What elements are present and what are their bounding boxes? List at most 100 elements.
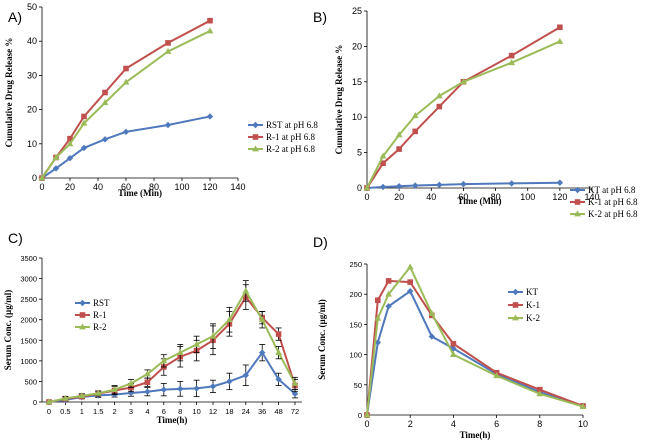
legend-label: KT — [526, 287, 538, 297]
data-point — [226, 378, 233, 385]
chart-panel-a: A) 0 10 20 30 40 50 0 20 40 60 80 100 120 140 Time (Min… — [4, 2, 318, 198]
data-point — [412, 128, 419, 135]
data-point — [374, 314, 382, 321]
x-tick-label: 0 — [39, 182, 44, 192]
data-point — [435, 92, 443, 99]
series-line-r-2-at-ph-6-8 — [41, 30, 211, 179]
x-tick-label: 0 — [364, 419, 369, 429]
x-axis-label: Time(h) — [157, 415, 188, 425]
data-point — [380, 160, 386, 167]
panel-label: A) — [8, 9, 22, 25]
data-point — [385, 290, 392, 297]
data-point — [122, 128, 130, 136]
y-tick-label: 2000 — [20, 316, 37, 325]
y-tick-label: 5 — [357, 148, 362, 158]
y-tick-label: 0 — [357, 183, 362, 193]
data-point — [102, 89, 108, 96]
data-point — [45, 398, 53, 405]
data-point — [556, 37, 564, 44]
data-point — [460, 180, 467, 188]
x-tick-label: 120 — [202, 182, 217, 192]
y-axis-label: Serum Conc. (µg/ml) — [317, 299, 327, 379]
x-tick-label: 0 — [364, 192, 369, 202]
data-point — [207, 17, 213, 24]
data-point — [275, 349, 282, 356]
data-point — [379, 152, 387, 159]
y-tick-label: 1000 — [20, 357, 37, 366]
data-point — [101, 99, 109, 106]
panel-label: C) — [8, 230, 23, 246]
data-point — [275, 331, 282, 337]
y-axis-label: Cumulative Drug Release % — [334, 45, 344, 155]
x-tick-label: 40 — [426, 192, 436, 202]
x-tick-label: 80 — [149, 182, 159, 192]
x-tick-label: 24 — [242, 407, 250, 416]
legend-label: KT at pH 6.8 — [588, 185, 636, 195]
x-tick-label: 2 — [113, 407, 117, 416]
x-tick-label: 10 — [192, 407, 200, 416]
x-tick-label: 72 — [291, 407, 299, 416]
y-tick-label: 10 — [352, 112, 362, 122]
data-point — [536, 390, 544, 397]
x-tick-label: 60 — [458, 192, 468, 202]
data-point — [160, 357, 168, 364]
y-tick-label: 25 — [352, 6, 362, 16]
data-point — [52, 153, 60, 160]
y-tick-label: 1500 — [20, 336, 37, 345]
data-point — [144, 388, 151, 395]
legend-label: K-2 — [526, 313, 540, 323]
series-line-k-1-at-ph-6-8 — [366, 26, 561, 189]
data-point — [375, 297, 381, 304]
y-tick-label: 50 — [27, 2, 37, 12]
data-point — [436, 103, 443, 110]
y-tick-label: 20 — [352, 41, 362, 51]
y-tick-label: 3500 — [20, 254, 37, 263]
x-tick-label: 60 — [121, 182, 131, 192]
data-point — [508, 52, 515, 59]
data-point — [193, 385, 200, 392]
x-axis-label: Time (Min) — [457, 196, 501, 206]
y-tick-label: 10 — [27, 139, 37, 149]
data-point — [537, 386, 543, 393]
data-point — [406, 263, 414, 270]
x-tick-label: 8 — [537, 419, 542, 429]
data-point — [80, 144, 88, 152]
data-point — [363, 184, 371, 191]
x-tick-label: 140 — [584, 192, 599, 202]
data-point — [450, 340, 457, 347]
x-tick-label: 12 — [209, 407, 217, 416]
y-tick-label: 0 — [358, 411, 362, 420]
y-tick-label: 15 — [352, 77, 362, 87]
data-point — [556, 179, 564, 186]
chart-panel-d: D) 0 50 100 150 200 250 0 2 4 6 8 10 Time(h) Serum Con… — [313, 234, 588, 440]
y-tick-label: 20 — [27, 105, 37, 115]
panel-label: B) — [313, 9, 327, 25]
legend-marker — [574, 186, 581, 194]
legend-label: R-2 — [93, 322, 107, 332]
y-tick-label: 0 — [33, 398, 37, 407]
data-point — [508, 180, 515, 187]
x-tick-label: 48 — [274, 407, 282, 416]
data-point — [493, 372, 500, 379]
x-tick-label: 20 — [65, 182, 75, 192]
data-point — [385, 303, 392, 310]
y-tick-label: 50 — [354, 381, 362, 390]
x-tick-label: 2 — [408, 419, 413, 429]
x-tick-label: 18 — [225, 407, 233, 416]
legend-label: K-1 at pH 6.8 — [588, 197, 638, 207]
legend-label: R-1 — [93, 310, 107, 320]
legend-marker — [512, 302, 519, 308]
y-axis-label: Cumulative Drug Release % — [4, 38, 14, 148]
y-tick-label: 200 — [349, 290, 362, 299]
x-tick-label: 10 — [578, 419, 588, 429]
x-tick-label: 36 — [258, 407, 266, 416]
legend-marker — [79, 312, 86, 318]
data-point — [193, 340, 200, 347]
legend-marker — [252, 121, 259, 129]
data-point — [242, 372, 249, 379]
data-point — [428, 309, 436, 316]
legend-marker — [512, 314, 519, 321]
x-tick-label: 0 — [47, 407, 51, 416]
x-tick-label: 80 — [491, 192, 501, 202]
legend-label: R-2 at pH 6.8 — [266, 144, 315, 154]
